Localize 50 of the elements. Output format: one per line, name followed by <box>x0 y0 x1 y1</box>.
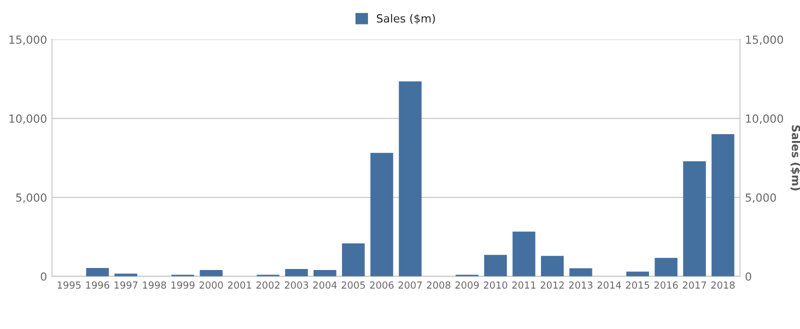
x-tick-label: 2000 <box>200 281 223 289</box>
bar <box>540 256 564 276</box>
bar <box>200 270 223 276</box>
bar <box>86 268 109 276</box>
y-tick-label: 15,000 <box>9 35 46 45</box>
x-tick-label: 2006 <box>370 281 394 289</box>
bar <box>398 81 422 276</box>
bar <box>314 270 336 276</box>
x-tick-label: 2005 <box>342 281 365 289</box>
x-tick-label: 1999 <box>171 281 194 289</box>
legend-label: Sales ($m) <box>376 14 435 24</box>
bar <box>114 274 138 276</box>
y2-tick-label: 15,000 <box>746 35 783 45</box>
x-tick-label: 2015 <box>626 281 650 289</box>
y2-axis-title: Sales ($m) <box>790 125 800 190</box>
y-tick-label: 10,000 <box>9 114 46 124</box>
bar <box>370 152 394 276</box>
bar <box>342 243 365 276</box>
bar <box>285 268 308 276</box>
bar <box>654 258 678 276</box>
x-tick-label: 2013 <box>569 281 592 289</box>
x-tick-label: 1995 <box>58 281 81 289</box>
x-tick-label: 2008 <box>426 281 450 289</box>
bar <box>626 272 650 276</box>
x-tick-label: 1997 <box>114 281 138 289</box>
x-tick-label: 2016 <box>654 281 678 289</box>
x-tick-label: 1998 <box>143 281 166 289</box>
bar <box>712 134 734 276</box>
bar <box>569 268 592 276</box>
x-tick-label: 2002 <box>256 281 280 289</box>
x-tick-label: 2004 <box>313 281 337 289</box>
x-tick-label: 2014 <box>598 281 622 289</box>
x-tick-label: 2018 <box>711 281 735 289</box>
bar <box>512 232 536 276</box>
x-tick-label: 2017 <box>682 281 706 289</box>
x-tick-label: 2010 <box>484 281 508 289</box>
x-tick-label: 2007 <box>398 281 422 289</box>
y-tick-label: 0 <box>40 272 46 281</box>
x-tick-label: 2009 <box>455 281 479 289</box>
x-tick-label: 1996 <box>86 281 110 289</box>
y-tick-label: 5,000 <box>16 193 46 203</box>
bar <box>683 161 706 276</box>
x-tick-label: 2003 <box>284 281 308 289</box>
x-tick-label: 2001 <box>228 281 252 289</box>
x-tick-label: 2012 <box>540 281 564 289</box>
x-tick-label: 2011 <box>512 281 536 289</box>
bar <box>484 254 507 276</box>
y2-tick-label: 5,000 <box>746 193 776 203</box>
y2-tick-label: 10,000 <box>746 114 783 124</box>
y2-tick-label: 0 <box>746 272 752 281</box>
